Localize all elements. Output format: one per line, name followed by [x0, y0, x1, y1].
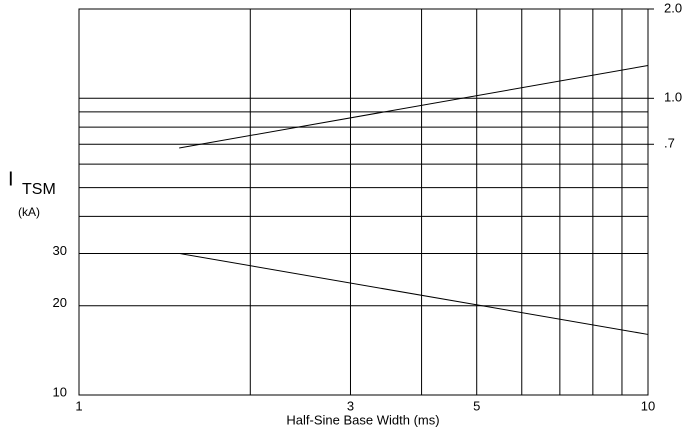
y-axis-label: I [8, 168, 14, 190]
plot-frame [78, 8, 649, 396]
y-tick-label: 20 [53, 295, 67, 310]
y2-tick-label: 2.0 [664, 0, 682, 15]
y2-tick-label: 1.0 [664, 90, 682, 105]
y-axis-label-sub: TSM [22, 181, 56, 198]
x-tick-label: 1 [75, 398, 82, 413]
y-axis-unit: (kA) [18, 205, 40, 219]
x-tick-label: 3 [347, 398, 354, 413]
series-line [179, 65, 649, 149]
x-axis-label: Half-Sine Base Width (ms) [286, 412, 439, 427]
x-tick-label: 5 [473, 398, 480, 413]
y-tick-label: 10 [53, 384, 67, 399]
x-tick-label: 10 [641, 398, 655, 413]
y2-tick-label: .7 [664, 136, 675, 151]
y-tick-label: 30 [53, 243, 67, 258]
series-line [179, 252, 649, 335]
